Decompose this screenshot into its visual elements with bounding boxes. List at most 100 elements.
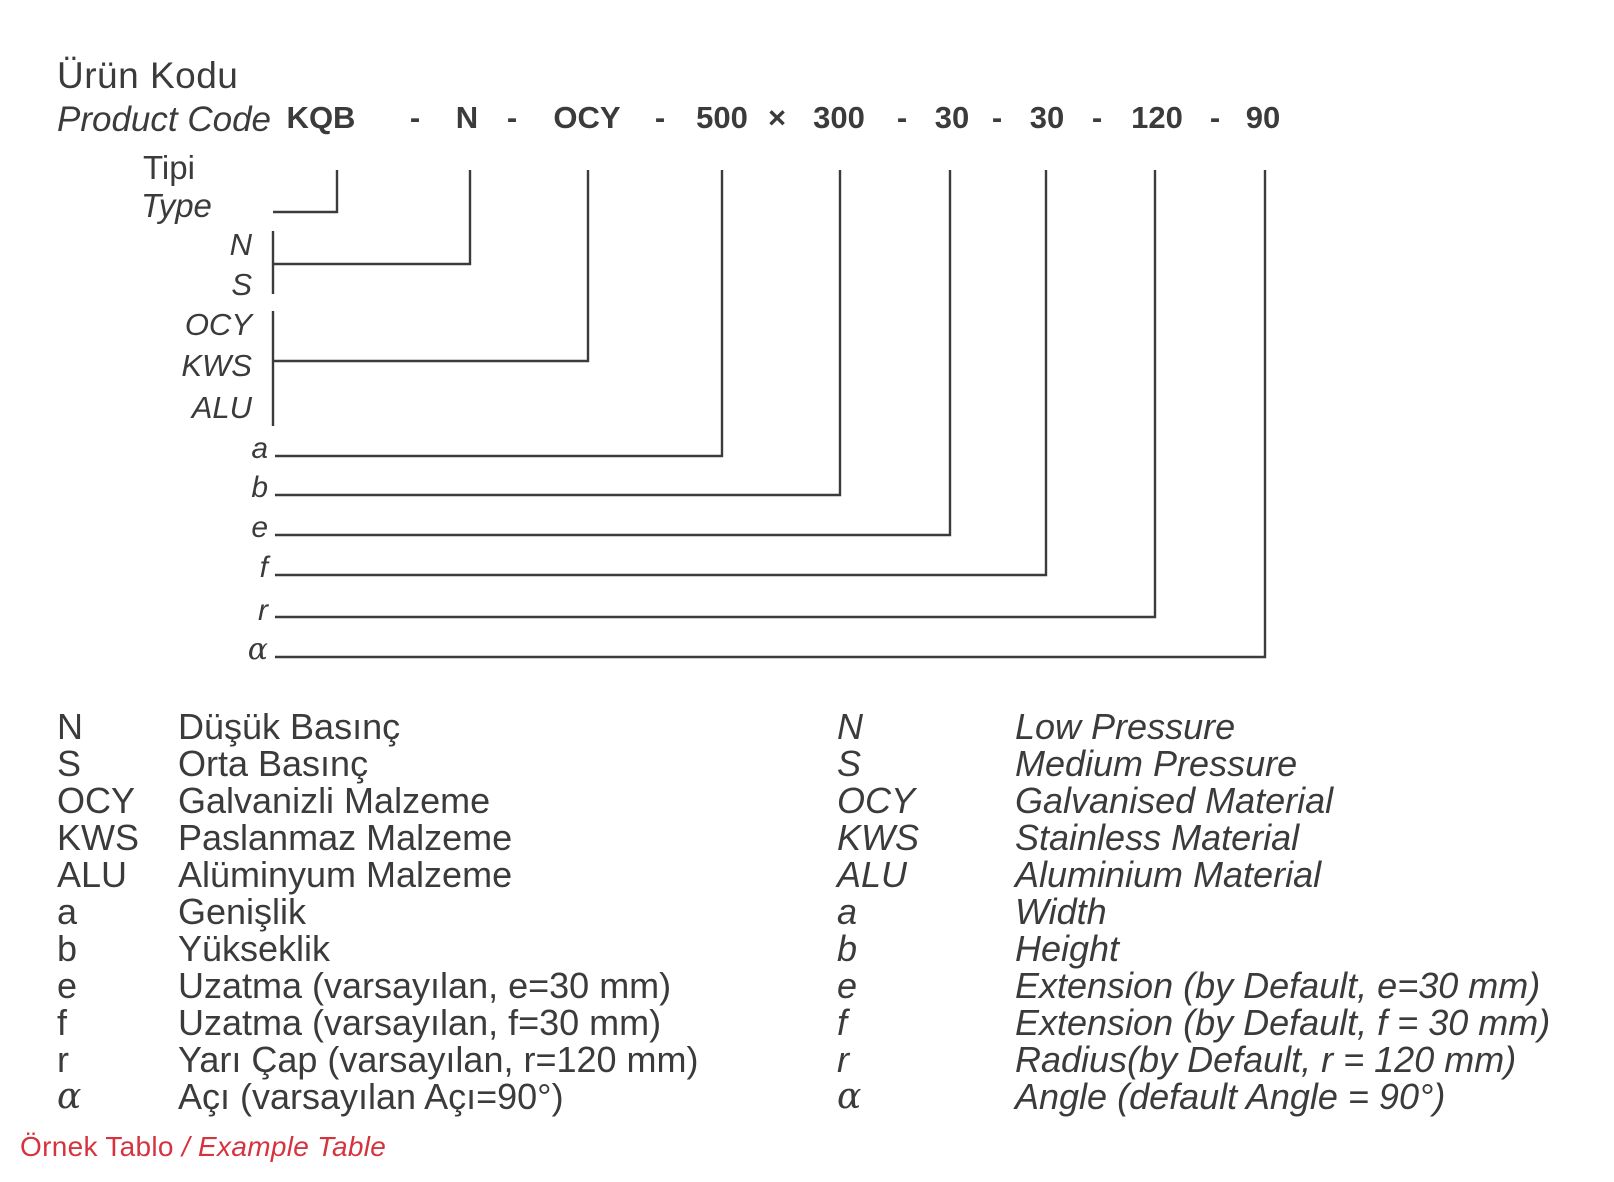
code-segment-N: N	[455, 100, 479, 135]
diagram-label-r: r	[258, 594, 268, 627]
legend-row-N: N Düşük Basınç N Low Pressure	[0, 708, 1614, 745]
legend-code-en: a	[837, 891, 858, 932]
diagram-label-N: N	[229, 227, 252, 262]
legend-desc-en: Aluminium Material	[1015, 854, 1322, 895]
diagram-label-f: f	[259, 551, 268, 584]
legend-row-f: f Uzatma (varsayılan, f=30 mm) f Extension …	[0, 1004, 1614, 1041]
legend-desc-en: Width	[1015, 891, 1107, 932]
legend-code-en: OCY	[837, 780, 916, 821]
diagram-label-a: a	[251, 432, 268, 465]
legend-desc-tr: Uzatma (varsayılan, f=30 mm)	[178, 1002, 662, 1043]
diagram-label-b: b	[251, 471, 268, 504]
code-segment-30: 30	[934, 100, 970, 135]
connector-lines	[271, 170, 1267, 659]
legend-code-tr: KWS	[57, 817, 140, 858]
legend-row-S: S Orta Basınç S Medium Pressure	[0, 745, 1614, 782]
legend-desc-tr: Yarı Çap (varsayılan, r=120 mm)	[178, 1039, 699, 1080]
legend-desc-en: Angle (default Angle = 90°)	[1015, 1076, 1446, 1117]
legend-code-en: e	[837, 965, 858, 1006]
diagram-label-e: e	[251, 511, 268, 544]
legend-desc-en: Extension (by Default, f = 30 mm)	[1015, 1002, 1551, 1043]
legend-code-en: r	[837, 1039, 849, 1080]
legend-row-a: a Genişlik a Width	[0, 893, 1614, 930]
code-segment-OCY: OCY	[553, 100, 621, 135]
connector-pressure	[273, 170, 472, 266]
code-separator: -	[1209, 100, 1221, 135]
title-english: Product Code	[57, 100, 272, 139]
legend-desc-tr: Uzatma (varsayılan, e=30 mm)	[178, 965, 672, 1006]
legend-code-en: α	[837, 1076, 862, 1117]
legend-desc-tr: Düşük Basınç	[178, 706, 401, 747]
legend-code-tr: N	[57, 706, 83, 747]
legend-desc-en: Extension (by Default, e=30 mm)	[1015, 965, 1541, 1006]
code-segment-300: 300	[813, 100, 865, 135]
legend-row-b: b Yükseklik b Height	[0, 930, 1614, 967]
legend-desc-tr: Alüminyum Malzeme	[178, 854, 513, 895]
code-segment-120: 120	[1131, 100, 1183, 135]
legend-code-tr: a	[57, 891, 78, 932]
connector-ext-e	[275, 170, 952, 537]
legend-row-r: r Yarı Çap (varsayılan, r=120 mm) r Radius(…	[0, 1041, 1614, 1078]
code-separator: -	[654, 100, 666, 135]
diagram-label-ALU: ALU	[191, 390, 252, 425]
legend-code-tr: S	[57, 743, 82, 784]
connector-height-b	[275, 170, 842, 497]
legend-code-en: KWS	[837, 817, 920, 858]
legend-code-en: f	[837, 1002, 848, 1043]
connector-width-a	[275, 170, 724, 458]
legend-code-tr: b	[57, 928, 78, 969]
legend-desc-tr: Orta Basınç	[178, 743, 369, 784]
legend-row-e: e Uzatma (varsayılan, e=30 mm) e Extension …	[0, 967, 1614, 1004]
diagram-label-KWS: KWS	[181, 348, 252, 383]
connector-ext-f	[275, 170, 1048, 577]
legend-row-α: α Açı (varsayılan Açı=90°) α Angle (default…	[0, 1078, 1614, 1115]
connector-radius-r	[275, 170, 1157, 619]
code-separator: -	[991, 100, 1003, 135]
legend-desc-tr: Paslanmaz Malzeme	[178, 817, 513, 858]
legend-desc-tr: Galvanizli Malzeme	[178, 780, 491, 821]
connector-material	[273, 170, 590, 363]
connector-angle	[275, 170, 1267, 659]
legend-code-en: b	[837, 928, 858, 969]
code-separator: -	[409, 100, 421, 135]
title-turkish: Ürün Kodu	[57, 55, 239, 96]
diagram-label-OCY: OCY	[184, 307, 252, 342]
legend-desc-tr: Açı (varsayılan Açı=90°)	[178, 1076, 564, 1117]
type-label-turkish: Tipi	[143, 149, 195, 186]
code-segment-30: 30	[1029, 100, 1065, 135]
code-separator: ×	[767, 100, 787, 135]
legend-code-tr: α	[57, 1076, 82, 1117]
code-separator: -	[1091, 100, 1103, 135]
code-segment-KQB: KQB	[286, 100, 356, 135]
legend-code-tr: OCY	[57, 780, 136, 821]
footer-english: Example Table	[198, 1131, 387, 1162]
connector-type	[273, 170, 339, 214]
legend-row-OCY: OCY Galvanizli Malzeme OCY Galvanised Mater…	[0, 782, 1614, 819]
legend-code-tr: r	[57, 1039, 69, 1080]
type-label-english: Type	[141, 187, 212, 224]
legend-desc-en: Height	[1015, 928, 1120, 969]
legend-desc-en: Medium Pressure	[1015, 743, 1298, 784]
legend-row-ALU: ALU Alüminyum Malzeme ALU Aluminium Materia…	[0, 856, 1614, 893]
legend-desc-en: Radius(by Default, r = 120 mm)	[1015, 1039, 1517, 1080]
diagram-label-S: S	[231, 267, 252, 302]
legend-code-en: ALU	[837, 854, 908, 895]
legend-code-en: N	[837, 706, 863, 747]
legend-desc-tr: Genişlik	[178, 891, 307, 932]
footer-turkish: Örnek Tablo	[20, 1131, 174, 1162]
code-separator: -	[506, 100, 518, 135]
legend-desc-en: Galvanised Material	[1015, 780, 1334, 821]
diagram-label-α: α	[247, 632, 268, 667]
code-separator: -	[896, 100, 908, 135]
legend-desc-en: Low Pressure	[1015, 706, 1236, 747]
legend-desc-tr: Yükseklik	[178, 928, 331, 969]
code-segment-500: 500	[696, 100, 748, 135]
legend-row-KWS: KWS Paslanmaz Malzeme KWS Stainless Materia…	[0, 819, 1614, 856]
footer-separator: /	[181, 1131, 190, 1162]
legend-code-tr: ALU	[57, 854, 128, 895]
legend-code-en: S	[837, 743, 862, 784]
legend-code-tr: e	[57, 965, 78, 1006]
legend-desc-en: Stainless Material	[1015, 817, 1300, 858]
footer-note: Örnek Tablo / Example Table	[20, 1131, 386, 1163]
